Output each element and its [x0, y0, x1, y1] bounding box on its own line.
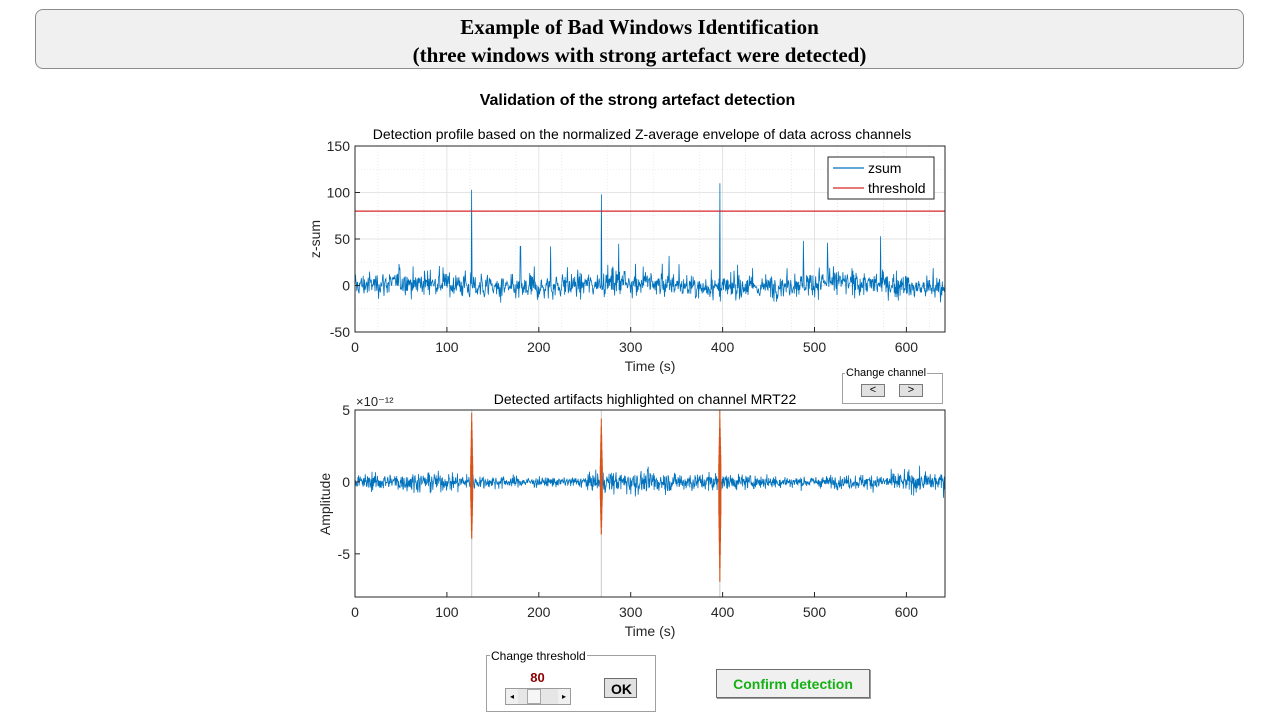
profile-y-tick-label: 150	[327, 138, 351, 154]
figure-title: Validation of the strong artefact detect…	[479, 92, 796, 109]
profile-y-tick-label: 0	[342, 278, 350, 294]
slider-thumb[interactable]	[527, 689, 542, 704]
artifact-highlight	[470, 412, 474, 539]
profile-series	[354, 183, 946, 303]
channel-title: Detected artifacts highlighted on channe…	[494, 391, 797, 407]
channel-x-tick-label: 200	[527, 604, 551, 620]
channel-x-tick-label: 500	[803, 604, 827, 620]
channel-plot-area	[355, 410, 945, 597]
profile-x-tick-label: 500	[803, 339, 827, 355]
banner-title-line2: (three windows with strong artefact were…	[412, 43, 867, 67]
next-channel-button[interactable]: >	[899, 384, 923, 397]
profile-x-tick-label: 0	[351, 339, 359, 355]
channel-x-tick-label: 0	[351, 604, 359, 620]
profile-xlabel: Time (s)	[625, 358, 676, 374]
legend-threshold-label: threshold	[868, 180, 926, 196]
channel-y-tick-label: 0	[342, 474, 350, 490]
channel-y-tick-label: 5	[342, 402, 350, 418]
channel-xlabel: Time (s)	[625, 623, 676, 639]
artifact-channel-axes: 0 100 200 300 400 500 600 -5 0 5 Detected artifac…	[317, 391, 946, 639]
legend-zsum-label: zsum	[868, 160, 901, 176]
channel-signal-line	[354, 465, 946, 498]
threshold-value: 80	[530, 670, 545, 685]
legend-box	[827, 156, 935, 200]
artifact-highlight	[599, 418, 603, 535]
profile-x-tick-label: 600	[895, 339, 919, 355]
profile-x-tick-label: 400	[711, 339, 735, 355]
change-threshold-label: Change threshold	[490, 649, 587, 663]
zsum-line	[354, 183, 946, 303]
channel-y-tick-label: -5	[338, 546, 351, 562]
profile-x-tick-label: 100	[435, 339, 459, 355]
slider-left-arrow-icon[interactable]: ◂	[506, 689, 518, 704]
previous-channel-button[interactable]: <	[861, 384, 885, 397]
profile-ylabel: z-sum	[307, 220, 323, 258]
profile-x-tick-label: 200	[527, 339, 551, 355]
profile-y-tick-label: 100	[327, 185, 351, 201]
confirm-detection-button[interactable]: Confirm detection	[716, 669, 870, 698]
profile-y-tick-label: -50	[330, 324, 350, 340]
banner-title-line1: Example of Bad Windows Identification	[460, 15, 819, 39]
threshold-ok-button[interactable]: OK	[604, 678, 637, 698]
channel-x-tick-label: 400	[711, 604, 735, 620]
channel-x-tick-label: 300	[619, 604, 643, 620]
slider-right-arrow-icon[interactable]: ▸	[558, 689, 570, 704]
threshold-slider[interactable]: ◂ ▸	[505, 688, 571, 705]
channel-ticks: 0 100 200 300 400 500 600 -5 0 5	[338, 402, 919, 620]
profile-x-tick-label: 300	[619, 339, 643, 355]
title-banner: Example of Bad Windows Identification (t…	[35, 9, 1244, 69]
channel-x-tick-label: 600	[895, 604, 919, 620]
profile-legend: zsum threshold	[827, 156, 935, 200]
channel-axes-box	[354, 409, 946, 598]
profile-y-tick-label: 50	[334, 231, 350, 247]
channel-x-tick-label: 100	[435, 604, 459, 620]
change-channel-label: Change channel	[845, 367, 928, 379]
profile-title: Detection profile based on the normalize…	[373, 126, 912, 142]
channel-scale-exponent: ×10⁻¹²	[356, 394, 394, 409]
channel-ylabel: Amplitude	[317, 473, 333, 535]
